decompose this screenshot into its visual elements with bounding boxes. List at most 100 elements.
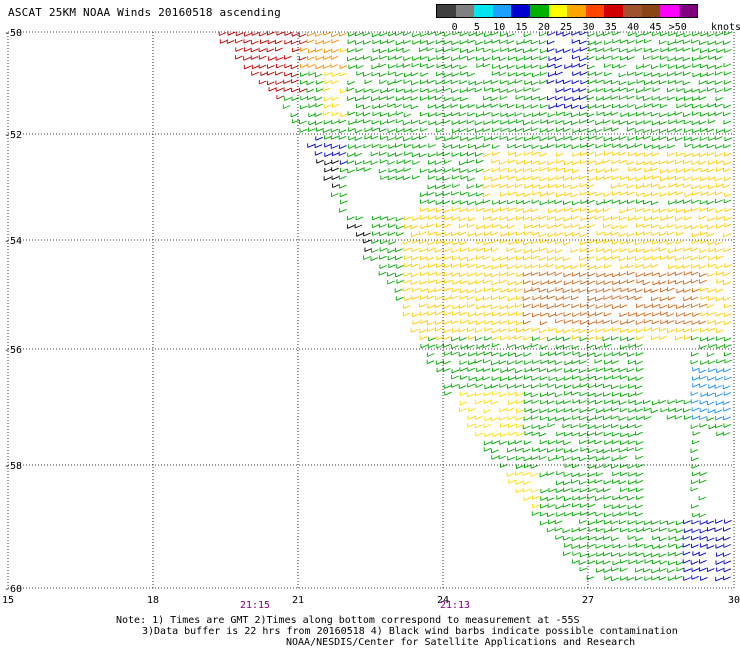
wind-barb (491, 247, 499, 252)
wind-barb (540, 496, 548, 501)
wind-barb (571, 168, 580, 174)
wind-barb (594, 375, 603, 381)
wind-barb (628, 392, 636, 398)
wind-barb (451, 287, 460, 293)
wind-barb (435, 295, 443, 301)
wind-barb (628, 511, 636, 516)
wind-barb (620, 527, 628, 533)
wind-barb (674, 247, 683, 252)
wind-barb (275, 47, 283, 52)
wind-barb (364, 79, 373, 85)
wind-barb (715, 264, 724, 269)
wind-barb (579, 423, 588, 428)
wind-barb (572, 48, 580, 53)
color-scale-label: 30 (582, 22, 595, 33)
wind-barb (556, 167, 564, 172)
wind-barb (523, 175, 532, 181)
wind-barb (635, 568, 643, 573)
wind-barb (707, 160, 716, 166)
wind-barb (531, 55, 539, 61)
wind-barb (587, 367, 596, 373)
wind-barb (675, 32, 684, 38)
wind-barb (394, 79, 403, 84)
wind-barb (587, 303, 595, 308)
wind-barb (347, 56, 355, 62)
wind-barb (707, 87, 715, 92)
wind-barb (426, 352, 435, 357)
wind-barb (715, 103, 723, 108)
wind-barb (492, 391, 500, 396)
wind-barb (523, 231, 532, 236)
wind-barb (412, 239, 421, 244)
wind-barb (588, 464, 597, 469)
wind-barb (539, 111, 547, 117)
wind-barb (572, 128, 581, 134)
wind-barb (667, 223, 675, 228)
wind-barb (548, 176, 556, 182)
wind-barb (427, 175, 436, 180)
wind-barb (523, 95, 532, 101)
wind-barb (603, 287, 611, 293)
wind-barb (554, 527, 563, 532)
wind-barb (403, 113, 412, 118)
wind-barb (460, 319, 468, 324)
wind-barb (652, 240, 660, 245)
wind-barb (603, 520, 612, 525)
wind-barb (596, 560, 604, 565)
wind-barb (339, 184, 347, 189)
wind-barb (620, 264, 629, 270)
wind-barb (611, 384, 619, 390)
wind-barb (380, 39, 388, 45)
wind-barb (627, 505, 636, 510)
wind-barb (370, 135, 379, 140)
wind-barb (587, 64, 595, 70)
wind-barb (476, 183, 484, 189)
wind-barb (370, 256, 379, 262)
wind-barb (475, 296, 484, 302)
wind-barb (675, 240, 684, 245)
wind-barb (491, 183, 500, 188)
wind-barb (467, 200, 475, 206)
wind-barb (291, 32, 300, 37)
wind-barb (570, 248, 579, 253)
wind-barb (546, 496, 555, 502)
wind-barb (587, 288, 595, 293)
wind-barb (684, 96, 692, 101)
wind-barb (562, 503, 571, 508)
wind-barb (460, 96, 468, 102)
wind-barb (514, 144, 523, 149)
wind-barb (515, 127, 523, 133)
wind-barb (716, 215, 724, 221)
wind-barb (579, 439, 587, 445)
wind-barb (482, 111, 491, 116)
wind-barb (532, 183, 540, 189)
wind-barb (274, 39, 283, 45)
wind-barb (508, 119, 516, 125)
wind-barb (443, 296, 452, 301)
wind-barb (500, 192, 508, 197)
wind-barb (667, 47, 676, 52)
wind-barb (508, 240, 517, 245)
wind-barb (523, 151, 532, 156)
wind-barb (300, 47, 308, 52)
wind-barb (530, 415, 539, 420)
wind-barb (531, 424, 540, 429)
wind-barb (468, 312, 476, 318)
wind-barb (290, 112, 299, 118)
wind-barb (643, 231, 651, 236)
wind-barb (451, 336, 459, 342)
wind-barb (714, 152, 723, 158)
wind-barb (571, 511, 580, 517)
wind-barb (443, 384, 452, 390)
wind-barb (507, 384, 515, 389)
wind-barb (571, 303, 580, 309)
wind-barb (714, 135, 723, 141)
wind-barb (651, 215, 659, 221)
wind-barb (723, 336, 732, 342)
wind-barb (651, 144, 660, 149)
wind-barb (522, 272, 531, 277)
wind-barb (611, 407, 619, 412)
wind-barb (500, 232, 509, 237)
wind-barb (530, 40, 539, 45)
